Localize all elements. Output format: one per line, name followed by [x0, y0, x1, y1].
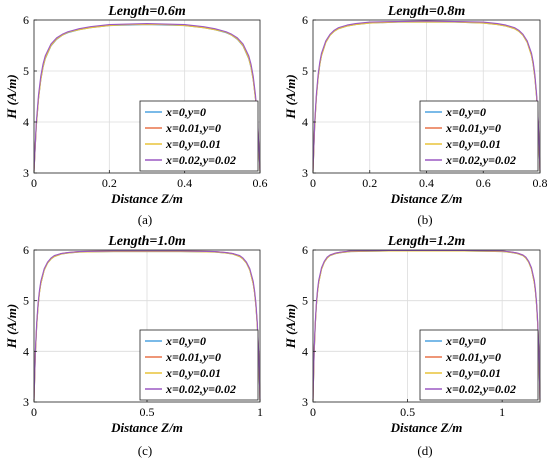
- y-axis-label: H (A/m): [283, 304, 298, 349]
- y-axis-label: H (A/m): [4, 304, 19, 349]
- x-tick-label: 1: [257, 405, 263, 419]
- y-tick-label: 3: [23, 395, 29, 409]
- series-line-3: [33, 24, 261, 172]
- chart-title: Length=1.0m: [107, 234, 186, 249]
- legend-entry: x=0,y=0: [165, 334, 206, 348]
- y-axis-label: H (A/m): [283, 74, 298, 119]
- y-tick-label: 4: [23, 344, 29, 358]
- legend-entry: x=0,y=0: [445, 105, 486, 119]
- legend-entry: x=0.01,y=0: [165, 121, 221, 135]
- x-tick-label: 0.5: [140, 405, 155, 419]
- legend-entry: x=0,y=0.01: [165, 366, 221, 380]
- panel-caption: (b): [417, 212, 432, 227]
- chart-title: Length=0.8m: [387, 4, 466, 19]
- series-line-4: [33, 250, 261, 400]
- legend-entry: x=0.01,y=0: [445, 350, 501, 364]
- panel-caption: (c): [138, 443, 152, 458]
- legend-entry: x=0.02,y=0.02: [165, 382, 236, 396]
- legend-entry: x=0,y=0.01: [445, 137, 501, 151]
- chart-title: Length=1.2m: [387, 234, 466, 249]
- x-tick-label: 0: [31, 405, 37, 419]
- y-tick-label: 4: [302, 115, 308, 129]
- x-tick-label: 0: [310, 405, 316, 419]
- y-tick-label: 3: [302, 395, 308, 409]
- chart-panel-4: 0 0.5 1 3 4 5 6 Length=1.2m Distance Z/m H (A/m) x…: [283, 234, 541, 458]
- series-line-4: [33, 23, 261, 171]
- y-tick-label: 3: [302, 166, 308, 180]
- y-tick-label: 5: [302, 294, 308, 308]
- legend: x=0,y=0 x=0.01,y=0 x=0,y=0.01 x=0.02,y=0.02: [139, 329, 259, 401]
- x-tick-label: 0.8: [533, 176, 548, 190]
- y-tick-label: 6: [23, 13, 29, 27]
- x-tick-label: 1: [499, 405, 505, 419]
- x-tick-label: 0.4: [419, 176, 434, 190]
- x-axis-label: Distance Z/m: [110, 191, 183, 206]
- legend: x=0,y=0 x=0.01,y=0 x=0,y=0.01 x=0.02,y=0.02: [419, 100, 539, 172]
- y-tick-label: 6: [302, 13, 308, 27]
- y-tick-label: 6: [302, 243, 308, 257]
- axes-frame: [33, 19, 261, 174]
- panel-caption: (d): [417, 443, 432, 458]
- legend-entry: x=0,y=0: [445, 334, 486, 348]
- y-tick-label: 5: [23, 64, 29, 78]
- y-tick-label: 4: [302, 344, 308, 358]
- legend-entry: x=0.01,y=0: [445, 121, 501, 135]
- x-axis-label: Distance Z/m: [110, 420, 183, 435]
- x-axis-label: Distance Z/m: [390, 191, 463, 206]
- series-line-4: [312, 249, 541, 400]
- chart-panel-1: 0 0.2 0.4 0.6 3 4 5 6 Length=0.6m Distance Z/m H (…: [4, 4, 268, 227]
- chart-title: Length=0.6m: [107, 4, 186, 19]
- x-tick-label: 0.2: [102, 176, 117, 190]
- series-line-4: [312, 20, 541, 171]
- x-tick-label: 0: [310, 176, 316, 190]
- y-tick-label: 5: [302, 64, 308, 78]
- legend-entry: x=0,y=0: [165, 105, 206, 119]
- chart-panel-3: 0 0.5 1 3 4 5 6 Length=1.0m Distance Z/m H (A/m) x…: [4, 234, 263, 458]
- legend-entry: x=0.02,y=0.02: [445, 382, 516, 396]
- legend: x=0,y=0 x=0.01,y=0 x=0,y=0.01 x=0.02,y=0.02: [419, 329, 539, 401]
- x-tick-label: 0.6: [476, 176, 491, 190]
- x-tick-label: 0.4: [177, 176, 192, 190]
- legend-entry: x=0,y=0.01: [445, 366, 501, 380]
- legend-entry: x=0.02,y=0.02: [445, 153, 516, 167]
- legend: x=0,y=0 x=0.01,y=0 x=0,y=0.01 x=0.02,y=0.02: [139, 100, 259, 172]
- y-tick-label: 4: [23, 115, 29, 129]
- x-tick-label: 0.5: [400, 405, 415, 419]
- legend-entry: x=0.02,y=0.02: [165, 153, 236, 167]
- y-axis-label: H (A/m): [4, 74, 19, 119]
- panel-caption: (a): [138, 212, 152, 227]
- x-axis-label: Distance Z/m: [390, 420, 463, 435]
- legend-entry: x=0,y=0.01: [165, 137, 221, 151]
- chart-panel-2: 0 0.2 0.4 0.6 0.8 3 4 5 6 Length=0.8m Distance Z/m…: [283, 4, 548, 227]
- y-tick-label: 3: [23, 166, 29, 180]
- x-tick-label: 0.2: [362, 176, 377, 190]
- x-tick-label: 0.6: [253, 176, 268, 190]
- legend-entry: x=0.01,y=0: [165, 350, 221, 364]
- x-tick-label: 0: [31, 176, 37, 190]
- axes-frame: [312, 249, 541, 403]
- y-tick-label: 6: [23, 243, 29, 257]
- y-tick-label: 5: [23, 294, 29, 308]
